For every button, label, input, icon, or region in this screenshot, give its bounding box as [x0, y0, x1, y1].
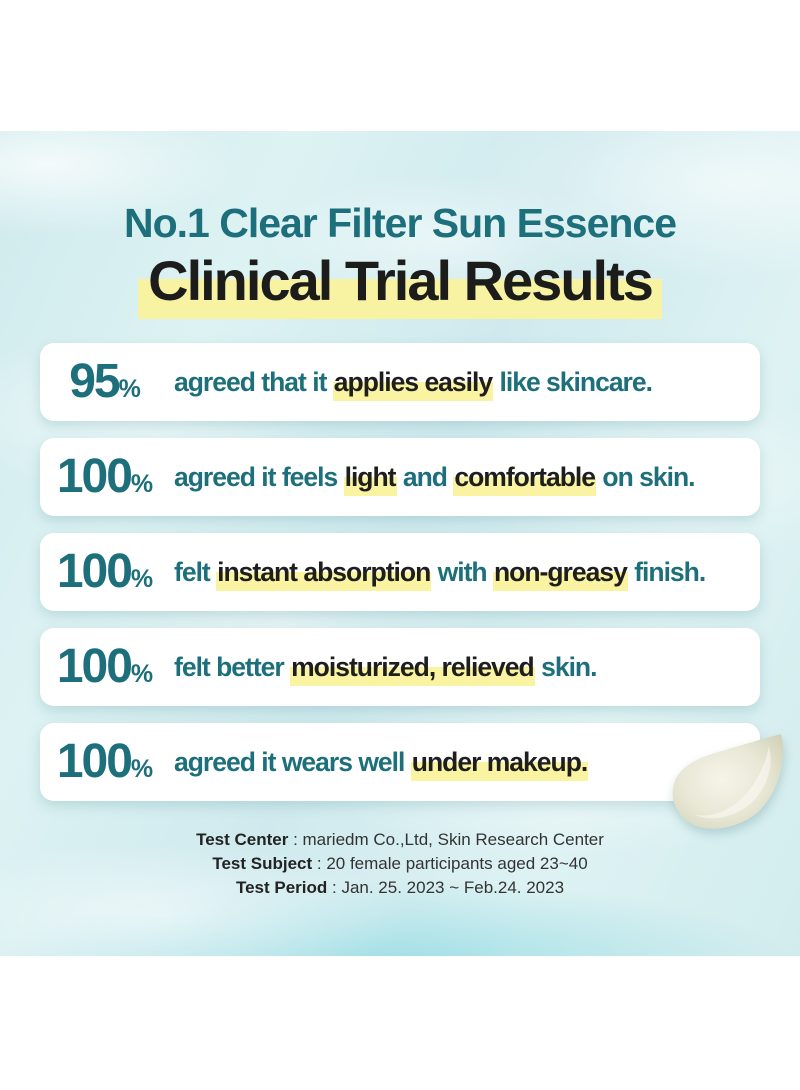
- test-info-label: Test Period: [235, 878, 328, 897]
- statement-text: agreed it feels: [174, 461, 344, 492]
- result-statement: felt instant absorption with non-greasy …: [174, 556, 706, 591]
- highlighted-phrase: comfortable: [453, 461, 597, 496]
- result-percent: 95%: [69, 355, 141, 408]
- result-percent: 100%: [56, 450, 154, 503]
- highlighted-phrase: light: [343, 461, 397, 496]
- test-info-footer: Test Center : mariedm Co.,Ltd, Skin Rese…: [0, 828, 800, 900]
- statement-text: felt better: [174, 651, 291, 682]
- result-statement: agreed it feels light and comfortable on…: [174, 461, 696, 496]
- statement-text: and: [396, 461, 454, 492]
- result-percent: 100%: [56, 640, 154, 693]
- test-info-line: Test Period : Jan. 25. 2023 ~ Feb.24. 20…: [235, 878, 565, 897]
- result-card: 100% felt better moisturized, relieved sk…: [40, 628, 760, 706]
- statement-text: finish.: [627, 556, 706, 587]
- result-card: 100% felt instant absorption with non-gre…: [40, 533, 760, 611]
- result-card: 100% agreed it wears well under makeup.: [40, 723, 760, 801]
- cream-swatch-icon: [672, 734, 784, 829]
- highlighted-phrase: applies easily: [332, 366, 493, 401]
- statement-text: with: [431, 556, 493, 587]
- percent-unit: %: [130, 470, 154, 498]
- statement-text: agreed that it: [174, 366, 333, 397]
- test-info-line: Test Subject : 20 female participants ag…: [212, 854, 588, 873]
- clinical-trial-title: Clinical Trial Results: [0, 248, 800, 319]
- percent-unit: %: [130, 565, 154, 593]
- result-statement: agreed it wears well under makeup.: [174, 746, 589, 781]
- product-name-title: No.1 Clear Filter Sun Essence: [123, 200, 677, 246]
- highlighted-phrase: moisturized, relieved: [290, 651, 535, 686]
- highlighted-phrase: non-greasy: [492, 556, 628, 591]
- statement-text: skin.: [534, 651, 597, 682]
- percent-unit: %: [118, 375, 141, 403]
- test-info-line: Test Center : mariedm Co.,Ltd, Skin Rese…: [196, 830, 604, 849]
- result-percent: 100%: [56, 735, 154, 788]
- clinical-trial-title-label: Clinical Trial Results: [148, 249, 654, 312]
- percent-unit: %: [130, 755, 154, 783]
- statement-text: felt: [174, 556, 217, 587]
- percent-unit: %: [130, 660, 154, 688]
- result-statement: agreed that it applies easily like skinc…: [174, 366, 653, 401]
- test-info-label: Test Center: [196, 830, 289, 849]
- statement-text: like skincare.: [493, 366, 652, 397]
- clinical-trial-title-text: Clinical Trial Results: [138, 248, 662, 319]
- test-info-label: Test Subject: [212, 854, 313, 873]
- statement-text: agreed it wears well: [174, 746, 411, 777]
- statement-text: on skin.: [596, 461, 695, 492]
- result-card: 95% agreed that it applies easily like sk…: [40, 343, 760, 421]
- highlighted-phrase: under makeup.: [410, 746, 589, 781]
- result-card: 100% agreed it feels light and comfortabl…: [40, 438, 760, 516]
- result-statement: felt better moisturized, relieved skin.: [174, 651, 597, 686]
- highlighted-phrase: instant absorption: [216, 556, 431, 591]
- result-percent: 100%: [56, 545, 154, 598]
